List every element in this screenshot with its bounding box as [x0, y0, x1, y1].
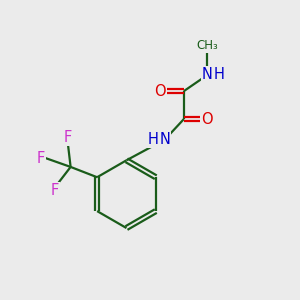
Text: F: F [50, 183, 59, 198]
Text: CH₃: CH₃ [196, 39, 218, 52]
Text: O: O [202, 112, 213, 127]
Text: F: F [37, 151, 45, 166]
Text: O: O [154, 84, 166, 99]
Text: N: N [202, 68, 213, 82]
Text: H: H [213, 68, 224, 82]
Text: N: N [159, 132, 170, 147]
Text: F: F [64, 130, 72, 145]
Text: H: H [148, 132, 159, 147]
